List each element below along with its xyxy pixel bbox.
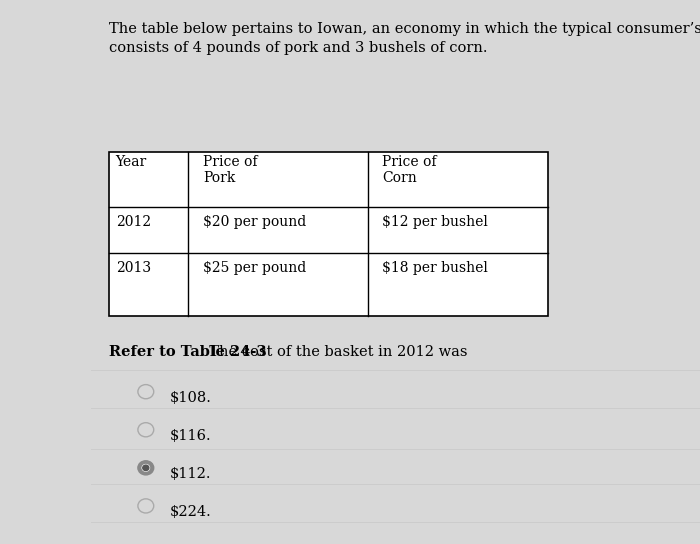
Text: $25 per pound: $25 per pound xyxy=(203,261,306,275)
Circle shape xyxy=(142,465,150,471)
Circle shape xyxy=(138,461,154,475)
Text: $116.: $116. xyxy=(170,429,212,443)
Text: The table below pertains to Iowan, an economy in which the typical consumer’s ba: The table below pertains to Iowan, an ec… xyxy=(109,22,700,55)
Text: $112.: $112. xyxy=(170,467,211,481)
Text: 2013: 2013 xyxy=(116,261,150,275)
Text: Price of
Pork: Price of Pork xyxy=(203,155,258,186)
Text: $18 per bushel: $18 per bushel xyxy=(382,261,489,275)
Circle shape xyxy=(143,465,149,471)
Text: Year: Year xyxy=(116,155,147,169)
Text: 2012: 2012 xyxy=(116,215,150,229)
Text: Price of
Corn: Price of Corn xyxy=(382,155,437,186)
Text: $12 per bushel: $12 per bushel xyxy=(382,215,489,229)
Text: . The cost of the basket in 2012 was: . The cost of the basket in 2012 was xyxy=(199,345,467,360)
Text: $224.: $224. xyxy=(170,505,212,519)
Text: $20 per pound: $20 per pound xyxy=(203,215,306,229)
Text: $108.: $108. xyxy=(170,391,212,405)
FancyBboxPatch shape xyxy=(109,152,547,316)
Text: Refer to Table 24-3: Refer to Table 24-3 xyxy=(109,345,267,360)
